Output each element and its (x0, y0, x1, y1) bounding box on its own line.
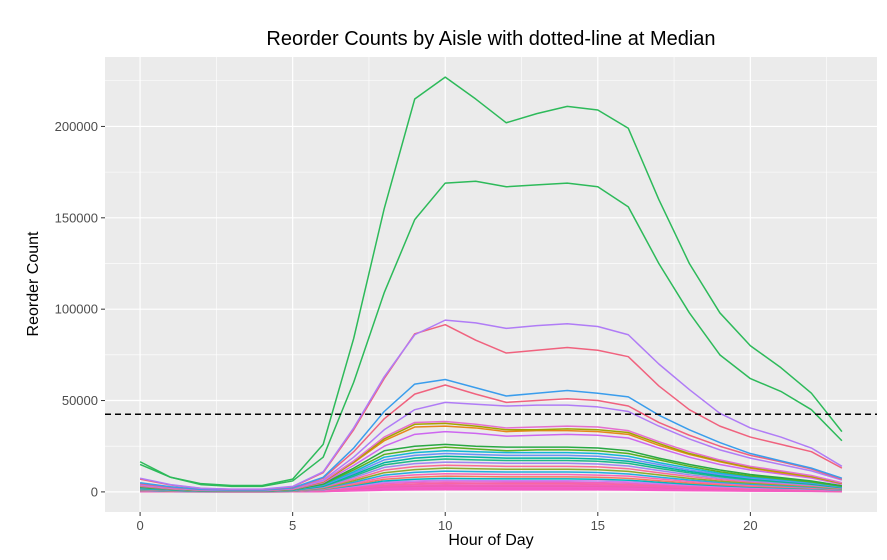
y-tick-label: 0 (91, 484, 98, 499)
x-tick-label: 20 (743, 518, 757, 533)
x-tick-label: 15 (591, 518, 605, 533)
chart-title: Reorder Counts by Aisle with dotted-line… (266, 28, 715, 50)
x-tick-label: 10 (438, 518, 452, 533)
major-gridlines (105, 57, 877, 512)
x-axis-label: Hour of Day (448, 532, 533, 549)
x-tick-label: 5 (289, 518, 296, 533)
y-axis-label: Reorder Count (25, 231, 42, 337)
y-tick-label: 200000 (55, 119, 98, 134)
series-lines (139, 76, 843, 493)
y-tick-label: 150000 (55, 210, 98, 225)
series-line (139, 319, 843, 490)
plot-panel (105, 57, 877, 512)
y-tick-label: 50000 (62, 393, 98, 408)
x-tick-label: 0 (136, 518, 143, 533)
series-line (139, 180, 843, 488)
y-axis-ticks: 0 50000 100000 150000 200000 (55, 119, 105, 499)
series-line (139, 76, 843, 487)
x-axis-ticks: 0 5 10 15 20 (136, 512, 758, 533)
y-tick-label: 100000 (55, 302, 98, 317)
